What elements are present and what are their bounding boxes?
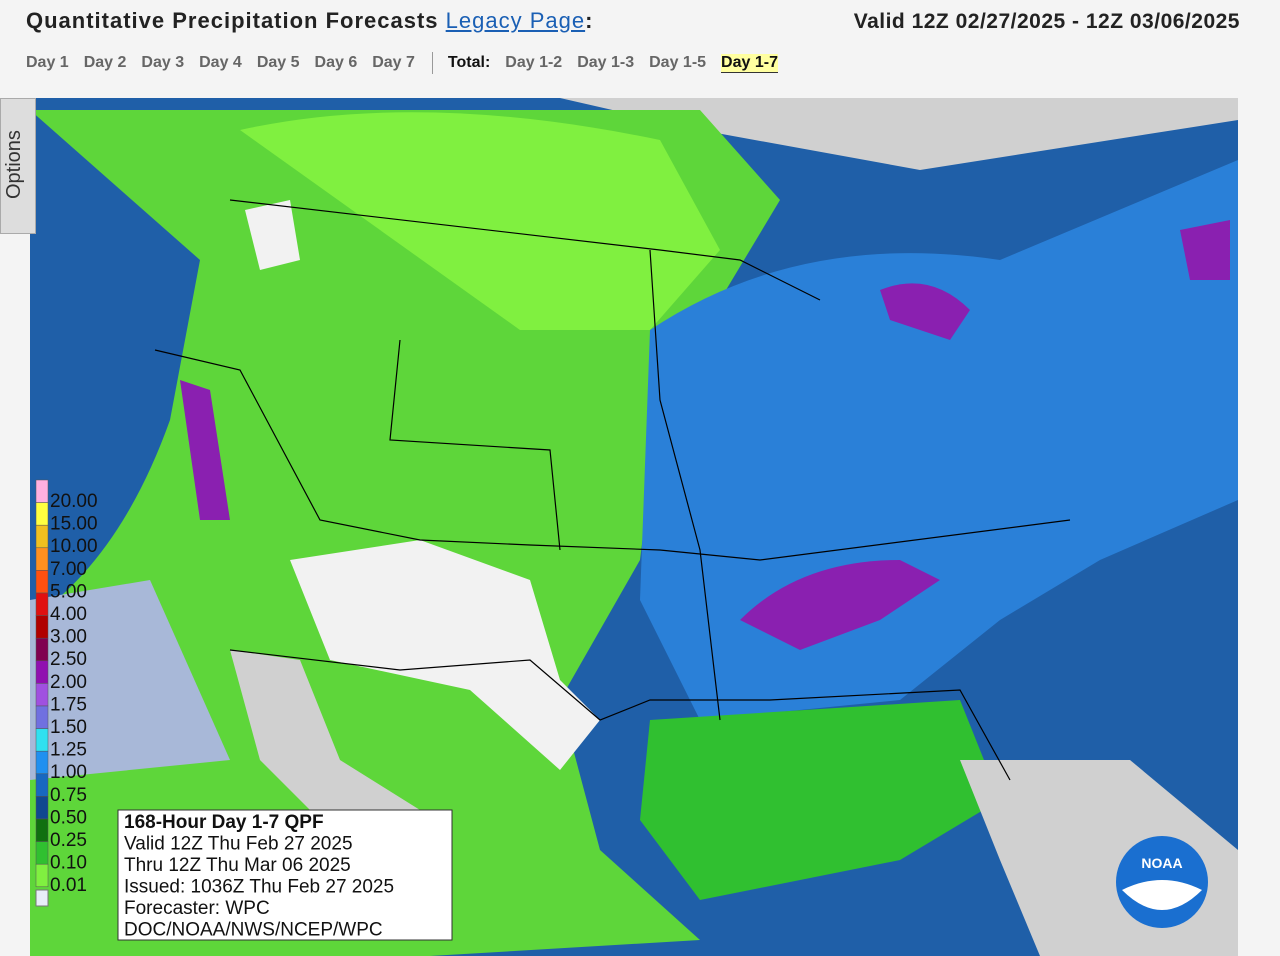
green-gulf — [640, 700, 1000, 900]
legend-label: 4.00 — [50, 604, 87, 625]
legend-swatch — [35, 637, 49, 662]
legend-swatch — [35, 750, 49, 775]
day-tab[interactable]: Day 6 — [314, 54, 358, 71]
legend-swatch — [35, 547, 49, 571]
legend-label: 0.50 — [50, 807, 87, 828]
day-tab[interactable]: Day 2 — [83, 54, 127, 71]
heavy-area — [1180, 220, 1230, 280]
legend-label: 10.00 — [50, 536, 98, 557]
day-tab[interactable]: Day 4 — [199, 54, 242, 71]
total-tab[interactable]: Day 1-7 — [721, 53, 778, 73]
legend-label: 0.75 — [50, 785, 87, 806]
heavy-area — [880, 283, 970, 340]
legend-swatch — [35, 728, 49, 752]
dry-area — [245, 200, 300, 270]
legend-label: 1.25 — [50, 740, 87, 761]
info-box — [117, 809, 453, 941]
legend-label: 0.25 — [50, 830, 87, 851]
legend-swatch — [35, 479, 49, 503]
legend-swatch — [35, 818, 49, 842]
legend-label: 0.01 — [50, 875, 87, 896]
legend-swatch — [35, 683, 49, 707]
legend-label: 2.50 — [50, 649, 87, 670]
wet-area — [640, 160, 1238, 720]
legend-swatch — [35, 705, 49, 729]
heavy-area — [180, 380, 230, 520]
legend-label: 1.50 — [50, 717, 87, 738]
header: Quantitative Precipitation Forecasts Leg… — [26, 8, 593, 34]
legend-label: 20.00 — [50, 491, 98, 512]
day-tab[interactable]: Day 7 — [372, 54, 415, 71]
legend-swatch — [35, 796, 49, 820]
legend-swatch — [35, 502, 49, 526]
legend-label: 1.00 — [50, 762, 87, 783]
legend-swatch — [35, 615, 49, 639]
borders — [154, 199, 1071, 781]
legend-swatch — [35, 660, 49, 684]
legend-swatch — [35, 524, 49, 549]
dry-area — [290, 540, 600, 770]
heavy-area — [740, 560, 940, 650]
legend-blank — [35, 889, 49, 907]
info-line: Forecaster: WPC — [124, 898, 270, 919]
land-gray — [30, 98, 1238, 170]
legend-swatch — [35, 863, 49, 888]
legend-swatch — [35, 841, 49, 865]
title: Quantitative Precipitation Forecasts — [26, 8, 439, 33]
day-tab[interactable]: Day 1 — [26, 54, 69, 71]
separator — [431, 52, 433, 74]
info-line: Valid 12Z Thu Feb 27 2025 — [124, 834, 353, 855]
legend-label: 2.00 — [50, 672, 87, 693]
land-gray — [230, 650, 420, 830]
info-line: DOC/NOAA/NWS/NCEP/WPC — [124, 920, 383, 941]
legend-swatch — [35, 773, 49, 797]
day-tab[interactable]: Day 3 — [141, 54, 185, 71]
legend-label: 3.00 — [50, 627, 87, 648]
colon: : — [585, 8, 594, 33]
total-tab[interactable]: Day 1-3 — [577, 54, 635, 71]
info-line: Thru 12Z Thu Mar 06 2025 — [124, 855, 351, 876]
logo-bird — [1122, 880, 1202, 910]
tab-bar: Day 1 Day 2 Day 3 Day 4 Day 5 Day 6 Day 7 Total… — [26, 52, 793, 74]
logo-text: NOAA — [1141, 855, 1182, 871]
options-label: Options — [3, 130, 25, 199]
legend-label: 15.00 — [50, 514, 98, 535]
info-line: 168-Hour Day 1-7 QPF — [124, 812, 324, 833]
legend-label: 1.75 — [50, 694, 87, 715]
day-tab[interactable]: Day 5 — [256, 54, 300, 71]
info-line: Issued: 1036Z Thu Feb 27 2025 — [124, 877, 394, 898]
legend-label: 0.10 — [50, 853, 87, 874]
options-tab[interactable]: Options — [0, 98, 36, 234]
legend-swatch — [35, 570, 49, 594]
legend-label: 7.00 — [50, 559, 87, 580]
valid-range: Valid 12Z 02/27/2025 - 12Z 03/06/2025 — [853, 10, 1240, 33]
ocean — [30, 580, 230, 780]
total-label: Total: — [447, 54, 491, 71]
light-green — [240, 112, 720, 330]
total-tab[interactable]: Day 1-5 — [649, 54, 707, 71]
legend-swatch — [35, 592, 49, 616]
total-tab[interactable]: Day 1-2 — [505, 54, 563, 71]
legend-label: 5.00 — [50, 581, 87, 602]
legend: 20.0015.0010.007.005.004.003.002.502.001… — [35, 479, 98, 896]
legacy-link[interactable]: Legacy Page — [445, 8, 586, 33]
